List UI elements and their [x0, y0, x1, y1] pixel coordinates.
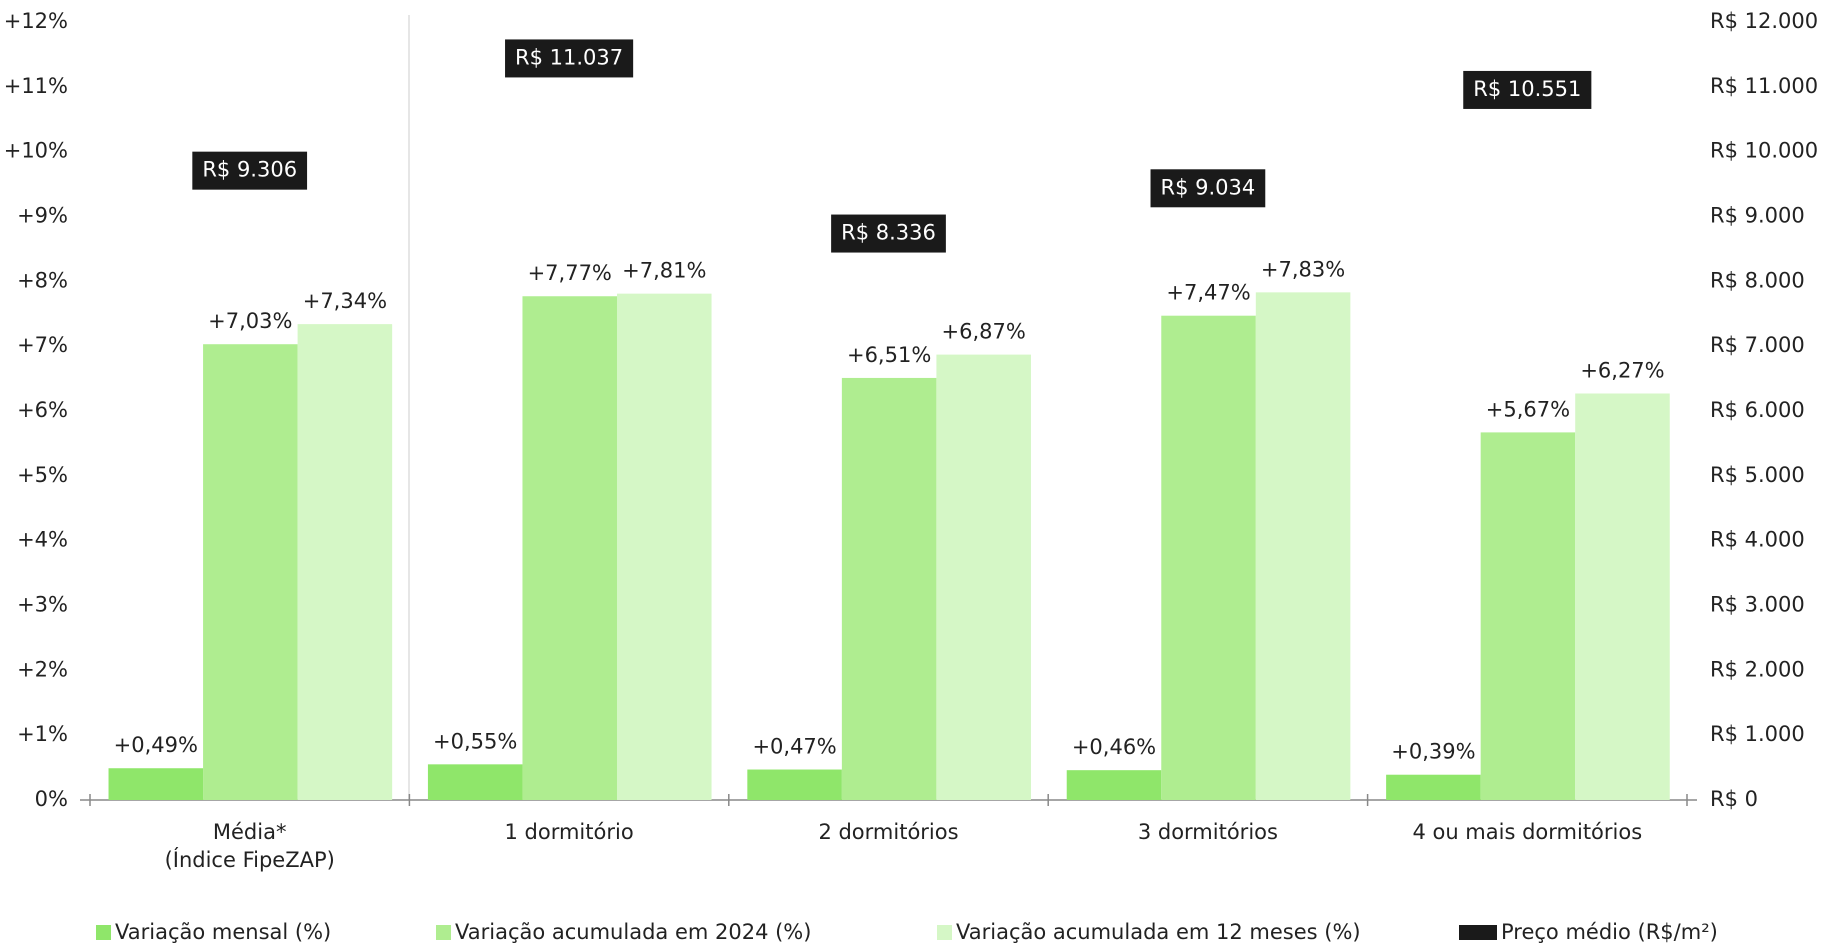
y2-tick-label: R$ 11.000	[1710, 74, 1818, 98]
bar	[1386, 774, 1481, 800]
bar	[617, 293, 712, 800]
y2-tick-label: R$ 5.000	[1710, 463, 1805, 487]
y-tick-label: +2%	[17, 657, 68, 681]
legend-label: Variação acumulada em 2024 (%)	[455, 920, 811, 944]
price-box	[1150, 169, 1266, 208]
bar	[1255, 292, 1351, 800]
y2-tick-label: R$ 2.000	[1710, 657, 1805, 681]
bar	[297, 324, 393, 800]
y-tick-label: +9%	[17, 204, 68, 228]
legend-label: Preço médio (R$/m²)	[1501, 920, 1718, 944]
data-label: +7,47%	[1166, 281, 1250, 305]
bar	[203, 344, 298, 800]
y-tick-label: +7%	[17, 333, 68, 357]
legend-swatch	[1459, 925, 1497, 940]
data-label: +5,67%	[1486, 397, 1570, 421]
y-tick-label: +11%	[4, 74, 68, 98]
y2-tick-label: R$ 12.000	[1710, 9, 1818, 33]
y-tick-label: +10%	[4, 139, 68, 163]
y2-tick-label: R$ 10.000	[1710, 139, 1818, 163]
y-tick-label: +3%	[17, 593, 68, 617]
bar	[936, 354, 1031, 800]
y-tick-label: +4%	[17, 528, 68, 552]
price-box	[1463, 70, 1592, 109]
x-tick-label: 1 dormitório	[504, 820, 634, 844]
data-label: +0,47%	[752, 735, 836, 759]
legend-swatch	[937, 925, 952, 940]
bar	[1161, 315, 1256, 800]
y2-tick-label: R$ 0	[1710, 787, 1758, 811]
y2-tick-label: R$ 9.000	[1710, 204, 1805, 228]
data-label: +7,34%	[303, 289, 387, 313]
bar	[427, 764, 523, 800]
y-tick-label: +6%	[17, 398, 68, 422]
data-label: +0,49%	[114, 733, 198, 757]
x-tick-label: 4 ou mais dormitórios	[1412, 820, 1643, 844]
y-tick-label: +1%	[17, 722, 68, 746]
data-label: +7,81%	[622, 259, 706, 283]
bar	[747, 769, 842, 800]
legend-swatch	[96, 925, 111, 940]
y2-tick-label: R$ 7.000	[1710, 333, 1805, 357]
price-label: R$ 9.034	[1161, 175, 1256, 199]
legend-label: Variação mensal (%)	[115, 920, 331, 944]
data-label: +6,87%	[942, 320, 1026, 344]
data-label: +0,39%	[1391, 740, 1475, 764]
legend-swatch	[436, 925, 451, 940]
data-label: +7,77%	[528, 261, 612, 285]
price-label: R$ 9.306	[202, 158, 297, 182]
data-label: +0,46%	[1072, 735, 1156, 759]
price-label: R$ 8.336	[841, 221, 936, 245]
price-label: R$ 11.037	[515, 45, 623, 69]
y-tick-label: 0%	[35, 787, 68, 811]
data-label: +0,55%	[433, 729, 517, 753]
y2-tick-label: R$ 3.000	[1710, 593, 1805, 617]
bar	[841, 377, 937, 800]
x-tick-label: 2 dormitórios	[818, 820, 959, 844]
y2-tick-label: R$ 4.000	[1710, 528, 1805, 552]
price-label: R$ 10.551	[1473, 77, 1581, 101]
price-box	[505, 39, 634, 78]
bar	[1480, 432, 1576, 800]
data-label: +7,03%	[208, 309, 292, 333]
price-box	[192, 151, 308, 190]
bar	[522, 296, 618, 800]
bar	[1066, 770, 1162, 800]
y2-tick-label: R$ 1.000	[1710, 722, 1805, 746]
x-tick-label: 3 dormitórios	[1137, 820, 1278, 844]
y-tick-label: +8%	[17, 268, 68, 292]
y-tick-label: +12%	[4, 9, 68, 33]
data-label: +6,51%	[847, 343, 931, 367]
y2-tick-label: R$ 8.000	[1710, 268, 1805, 292]
price-box	[831, 214, 946, 253]
x-tick-label: Média* (Índice FipeZAP)	[164, 820, 335, 872]
legend-label: Variação acumulada em 12 meses (%)	[956, 920, 1361, 944]
y-tick-label: +5%	[17, 463, 68, 487]
bar	[108, 768, 204, 800]
data-label: +6,27%	[1580, 358, 1664, 382]
data-label: +7,83%	[1261, 257, 1345, 281]
y2-tick-label: R$ 6.000	[1710, 398, 1805, 422]
bar	[1575, 393, 1670, 800]
